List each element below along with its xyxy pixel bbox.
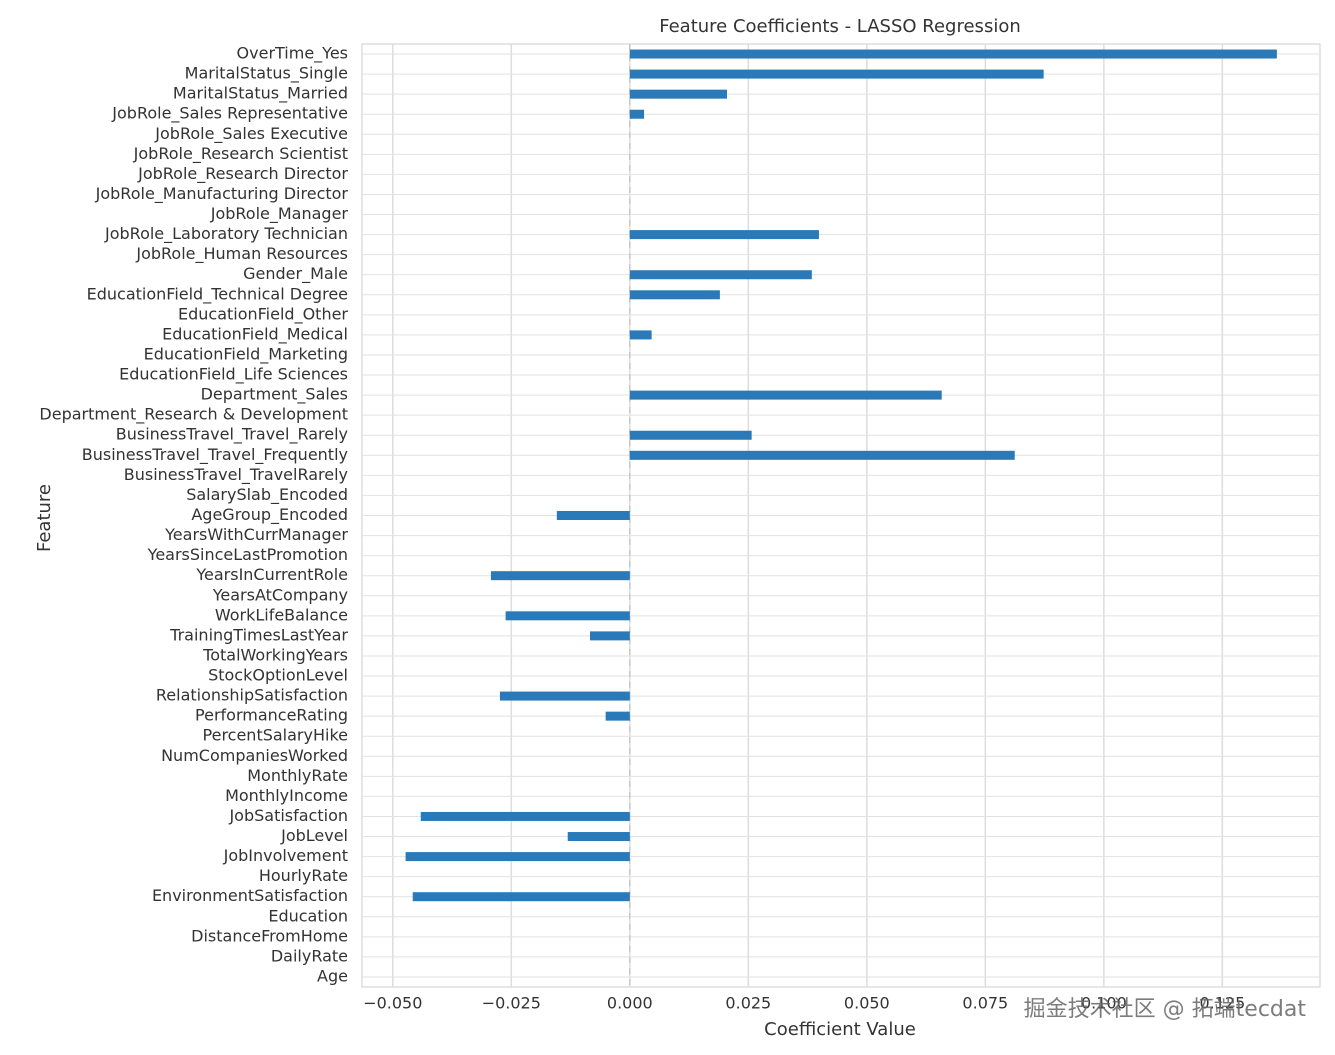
bar [629, 290, 720, 300]
x-tick-label: 0.000 [607, 994, 653, 1013]
y-tick-label: StockOptionLevel [208, 666, 348, 685]
y-tick-label: MonthlyIncome [225, 786, 348, 805]
y-tick-label: BusinessTravel_Travel_Rarely [116, 425, 348, 445]
y-tick-label: Education [268, 906, 348, 925]
y-tick-label: AgeGroup_Encoded [191, 505, 348, 525]
y-tick-label: YearsAtCompany [212, 585, 348, 604]
y-tick-label: EnvironmentSatisfaction [152, 886, 348, 905]
y-tick-label: MonthlyRate [247, 766, 348, 785]
bar [505, 611, 630, 621]
y-tick-label: JobRole_Human Resources [135, 244, 348, 264]
y-tick-label: MaritalStatus_Single [185, 64, 348, 84]
y-tick-label: EducationField_Marketing [144, 344, 348, 364]
y-tick-label: EducationField_Other [178, 304, 348, 324]
y-tick-label: JobRole_Research Scientist [133, 144, 348, 164]
bar [629, 109, 645, 119]
y-tick-label: TotalWorkingYears [202, 645, 348, 664]
y-tick-label: EducationField_Life Sciences [119, 365, 348, 385]
y-tick-label: JobRole_Sales Executive [154, 124, 348, 144]
x-tick-label: −0.025 [482, 994, 541, 1013]
x-tick-label: 0.075 [962, 994, 1008, 1013]
y-tick-label: Department_Sales [201, 385, 348, 405]
y-tick-label: EducationField_Technical Degree [87, 284, 348, 304]
bar [590, 631, 630, 641]
y-tick-label: HourlyRate [259, 866, 348, 885]
y-tick-label: JobLevel [280, 826, 348, 845]
y-tick-label: RelationshipSatisfaction [156, 686, 348, 705]
y-tick-label: NumCompaniesWorked [161, 746, 348, 765]
bar [405, 852, 630, 862]
y-tick-label: JobRole_Manufacturing Director [95, 184, 349, 204]
x-tick-label: 0.025 [725, 994, 771, 1013]
y-tick-label: YearsInCurrentRole [195, 565, 348, 584]
y-axis-label: Feature [34, 484, 55, 552]
y-tick-label: SalarySlab_Encoded [186, 485, 348, 505]
y-tick-label: JobRole_Laboratory Technician [104, 224, 348, 244]
y-tick-label: PerformanceRating [195, 706, 348, 725]
y-tick-label: JobRole_Sales Representative [111, 104, 348, 124]
bar [629, 270, 812, 280]
watermark: 掘金技术社区 @ 拓端tecdat [1024, 997, 1307, 1022]
x-tick-label: 0.050 [844, 994, 890, 1013]
y-tick-label: YearsSinceLastPromotion [147, 545, 348, 564]
y-tick-label: DistanceFromHome [191, 926, 348, 945]
x-tick-label: −0.050 [363, 994, 422, 1013]
y-tick-label: JobRole_Research Director [137, 164, 348, 184]
bar [567, 832, 630, 842]
y-tick-label: OverTime_Yes [237, 44, 348, 64]
bar [629, 49, 1277, 59]
y-tick-label: BusinessTravel_TravelRarely [124, 465, 348, 485]
y-tick-label: JobRole_Manager [210, 204, 349, 224]
bar [412, 892, 630, 902]
x-tick-label: 0.125 [1199, 994, 1245, 1013]
y-tick-label: TrainingTimesLastYear [169, 625, 348, 644]
y-tick-label: EducationField_Medical [162, 324, 348, 344]
y-tick-label: MaritalStatus_Married [173, 84, 348, 104]
y-tick-label: DailyRate [271, 946, 348, 965]
y-tick-label: YearsWithCurrManager [164, 525, 348, 544]
y-tick-label: Age [317, 966, 348, 985]
bar [629, 230, 819, 240]
y-tick-label: WorkLifeBalance [215, 605, 348, 624]
bar [556, 511, 630, 520]
y-tick-label: JobSatisfaction [228, 806, 348, 825]
y-tick-label: Department_Research & Development [39, 405, 348, 425]
bar [629, 390, 942, 400]
bar [629, 69, 1044, 79]
y-tick-label: BusinessTravel_Travel_Frequently [82, 445, 348, 465]
y-tick-label: PercentSalaryHike [203, 726, 348, 745]
x-tick-label: 0.100 [1081, 994, 1127, 1013]
y-tick-label: Gender_Male [243, 264, 348, 284]
bar [629, 330, 652, 340]
y-tick-label: JobInvolvement [223, 846, 348, 865]
x-axis-label: Coefficient Value [764, 1019, 916, 1040]
chart-title: Feature Coefficients - LASSO Regression [659, 16, 1021, 37]
bar [629, 89, 727, 99]
bar [629, 450, 1015, 460]
bar [490, 571, 630, 581]
bar [629, 430, 752, 440]
bar [420, 811, 630, 821]
bar [605, 711, 630, 721]
bar [499, 691, 630, 701]
